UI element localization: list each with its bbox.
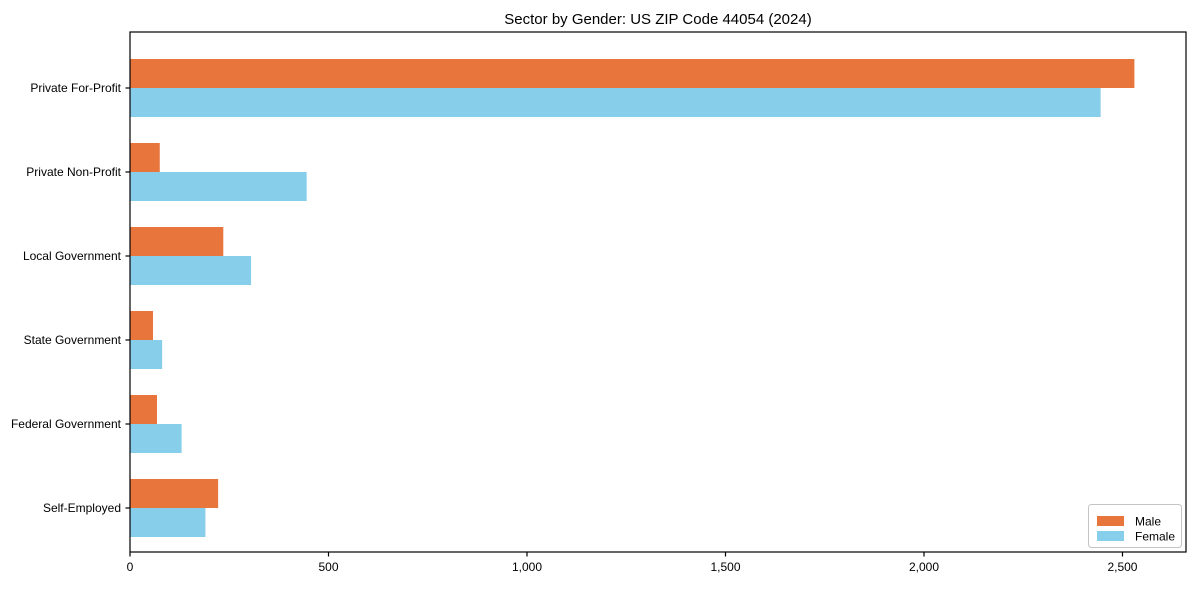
y-tick-label: Local Government xyxy=(23,249,122,263)
y-tick-label: Federal Government xyxy=(11,417,122,431)
y-tick-label: Private Non-Profit xyxy=(26,165,121,179)
y-axis: Private For-Profit Private Non-Profit Loca… xyxy=(11,81,130,515)
bar-female-private-for-profit xyxy=(130,88,1101,117)
legend-label-male: Male xyxy=(1135,515,1161,529)
bars-layer xyxy=(130,59,1135,537)
bar-female-local-government xyxy=(130,256,252,285)
bar-female-federal-government xyxy=(130,424,182,453)
x-tick-label: 2,500 xyxy=(1107,560,1137,574)
y-tick-label: Private For-Profit xyxy=(30,81,121,95)
x-tick-label: 500 xyxy=(318,560,338,574)
bar-female-self-employed xyxy=(130,508,206,537)
bar-male-private-non-profit xyxy=(130,143,160,172)
bar-female-state-government xyxy=(130,340,163,369)
bar-male-local-government xyxy=(130,227,224,256)
x-tick-label: 1,500 xyxy=(710,560,740,574)
legend-swatch-female xyxy=(1097,531,1124,541)
y-tick-label: State Government xyxy=(24,333,122,347)
x-tick-label: 1,000 xyxy=(512,560,542,574)
bar-male-state-government xyxy=(130,311,154,340)
bar-male-self-employed xyxy=(130,479,219,508)
legend-label-female: Female xyxy=(1135,530,1175,544)
y-tick-label: Self-Employed xyxy=(43,501,121,515)
legend-swatch-male xyxy=(1097,516,1124,526)
x-tick-label: 0 xyxy=(127,560,134,574)
bar-male-private-for-profit xyxy=(130,59,1135,88)
x-tick-label: 2,000 xyxy=(909,560,939,574)
plot-frame xyxy=(129,31,1187,553)
legend: Male Female xyxy=(1088,504,1182,548)
chart-title: Sector by Gender: US ZIP Code 44054 (202… xyxy=(504,11,811,28)
bar-female-private-non-profit xyxy=(130,172,307,201)
bar-male-federal-government xyxy=(130,395,157,424)
x-axis: 0 500 1,000 1,500 2,000 2,500 xyxy=(127,552,1138,574)
